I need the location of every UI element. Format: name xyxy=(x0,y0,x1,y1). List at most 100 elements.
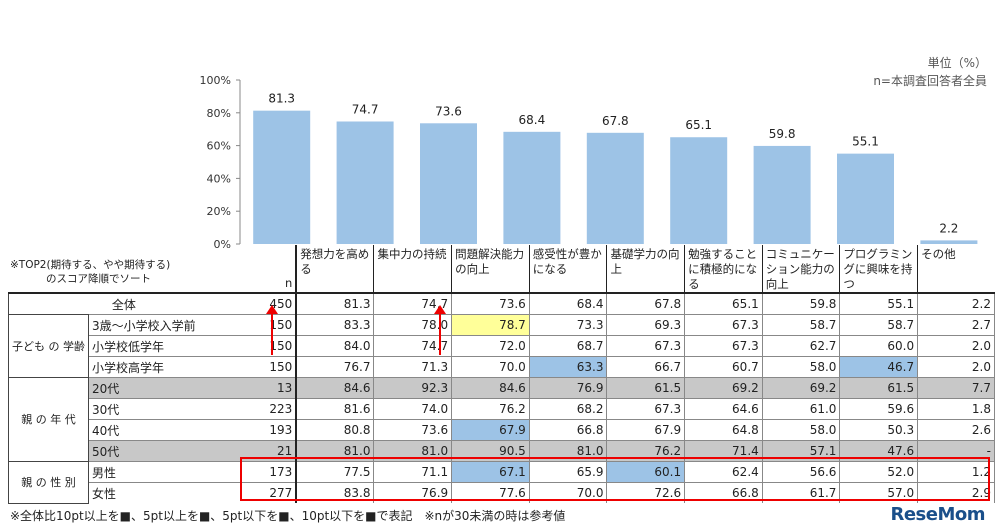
cell-value: 57.1 xyxy=(762,440,841,462)
unit-label: 単位（%） xyxy=(927,56,987,70)
cell-value: 62.4 xyxy=(684,461,763,483)
cell-value: 76.2 xyxy=(451,398,530,420)
highlight-box-gender xyxy=(240,457,990,501)
cell-value: 62.7 xyxy=(762,335,841,357)
cell-value: 67.8 xyxy=(606,292,686,315)
bar-value-label: 74.7 xyxy=(352,102,379,116)
y-tick-label: 80% xyxy=(207,107,231,120)
cell-value: 58.0 xyxy=(762,356,841,378)
n-value: 150 xyxy=(238,356,298,378)
cell-value: 59.6 xyxy=(839,398,919,420)
cell-value: 1.8 xyxy=(917,398,995,420)
cell-value: 67.3 xyxy=(606,398,686,420)
cell-value: 65.9 xyxy=(529,461,608,483)
column-header: 勉強することに積極的になる xyxy=(684,245,763,294)
cell-value: 71.3 xyxy=(373,356,453,378)
n-value: 150 xyxy=(238,314,298,336)
n-value: 13 xyxy=(238,377,298,399)
n-value: 173 xyxy=(238,461,298,483)
cell-value: 71.4 xyxy=(684,440,763,462)
n-value: 150 xyxy=(238,335,298,357)
cell-value: 67.9 xyxy=(451,419,530,441)
bar xyxy=(253,110,311,244)
cell-value: 67.3 xyxy=(684,314,763,336)
cell-value: 92.3 xyxy=(373,377,453,399)
cell-value: 73.6 xyxy=(451,292,530,315)
bar xyxy=(837,153,894,244)
cell-value: 2.0 xyxy=(917,335,995,357)
cell-value: 63.3 xyxy=(529,356,608,378)
n-value: 277 xyxy=(238,482,298,503)
cell-value: 77.5 xyxy=(296,461,375,483)
row-label: 30代 xyxy=(87,398,239,420)
bar-chart: 0%20%40%60%80%100%81.374.7 73.668.4 67.8 65… xyxy=(200,74,978,250)
cell-value: 80.8 xyxy=(296,419,375,441)
cell-value: 78.7 xyxy=(451,314,530,336)
header-blank xyxy=(8,245,239,294)
sort-note-line1: ※TOP2(期待する、やや期待する) xyxy=(10,259,171,271)
cell-value: 60.1 xyxy=(606,461,686,483)
cell-value: 7.7 xyxy=(917,377,995,399)
cell-value: 46.7 xyxy=(839,356,919,378)
cell-value: 69.3 xyxy=(606,314,686,336)
y-tick-label: 20% xyxy=(207,205,231,218)
cell-value: 2.0 xyxy=(917,356,995,378)
cell-value: 73.3 xyxy=(529,314,608,336)
y-tick-label: 40% xyxy=(207,172,231,185)
column-header: 問題解決能力の向上 xyxy=(451,245,530,294)
row-label: 女性 xyxy=(87,482,239,503)
cell-value: 74.7 xyxy=(373,292,453,315)
cell-value: 66.8 xyxy=(529,419,608,441)
cell-value: 76.2 xyxy=(606,440,686,462)
cell-value: 1.2 xyxy=(917,461,995,483)
cell-value: 76.7 xyxy=(296,356,375,378)
row-label: 小学校高学年 xyxy=(87,356,239,378)
cell-value: 70.0 xyxy=(451,356,530,378)
column-header: 発想力を高める xyxy=(295,245,374,294)
row-label: 40代 xyxy=(87,419,239,441)
cell-value: 81.6 xyxy=(296,398,375,420)
bar xyxy=(753,145,811,244)
header-n: n xyxy=(238,245,298,294)
red-arrow-2 xyxy=(434,305,446,355)
bar-value-label: 59.8 xyxy=(769,127,796,141)
row-label-total: 全体 xyxy=(7,292,239,315)
bar xyxy=(920,240,978,244)
cell-value: 68.7 xyxy=(529,335,608,357)
resemom-logo: ReseMom xyxy=(890,504,985,525)
cell-value: 71.1 xyxy=(373,461,453,483)
cell-value: 67.1 xyxy=(451,461,530,483)
red-arrow-1 xyxy=(266,305,278,355)
cell-value: 90.5 xyxy=(451,440,530,462)
cell-value: 72.6 xyxy=(606,482,686,503)
cell-value: 72.0 xyxy=(451,335,530,357)
row-label: 小学校低学年 xyxy=(87,335,239,357)
cell-value: 47.6 xyxy=(839,440,919,462)
bar-value-label: 81.3 xyxy=(268,92,295,106)
cell-value: 81.0 xyxy=(373,440,453,462)
row-label: 3歳～小学校入学前 xyxy=(87,314,239,336)
column-header: コミュニケーション能力の向上 xyxy=(761,245,840,294)
bar xyxy=(503,131,561,244)
row-label: 20代 xyxy=(87,377,239,399)
cell-value: 52.0 xyxy=(839,461,919,483)
cell-value: 68.2 xyxy=(529,398,608,420)
cell-value: 64.6 xyxy=(684,398,763,420)
data-table: n 発想力を高める 集中力の持続 問題解決能力の向上 感受性が豊かになる 基礎学力の向上勉… xyxy=(7,245,995,504)
cell-value: 60.0 xyxy=(839,335,919,357)
cell-value: 73.6 xyxy=(373,419,453,441)
cell-value: 66.8 xyxy=(684,482,763,503)
cell-value: 59.8 xyxy=(762,292,841,315)
sort-note-line2: のスコア降順でソート xyxy=(46,273,151,285)
cell-value: 61.5 xyxy=(606,377,686,399)
cell-value: 78.0 xyxy=(373,314,453,336)
group-label: 親 の 年 代 xyxy=(8,377,89,462)
cell-value: 84.0 xyxy=(296,335,375,357)
cell-value: 61.0 xyxy=(762,398,841,420)
cell-value: 61.7 xyxy=(762,482,841,503)
y-tick-label: 60% xyxy=(207,140,231,153)
group-label: 親 の 性 別 xyxy=(8,461,89,504)
cell-value: 81.0 xyxy=(296,440,375,462)
cell-value: 69.2 xyxy=(762,377,841,399)
cell-value: 67.9 xyxy=(606,419,686,441)
